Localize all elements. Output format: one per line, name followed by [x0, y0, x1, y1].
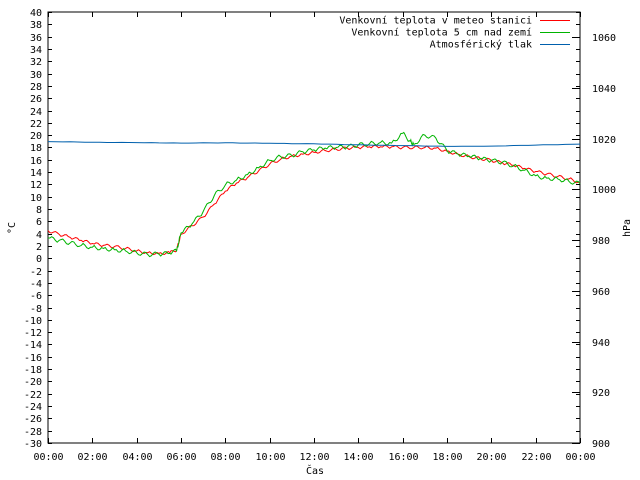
- y-tick-label: 20: [30, 131, 42, 142]
- y2-tick-label: 900: [592, 439, 610, 450]
- plot-area: [47, 11, 581, 444]
- x-tick-label: 18:00: [432, 452, 462, 463]
- x-axis-label: Čas: [306, 464, 324, 477]
- x-tick-label: 04:00: [122, 452, 152, 463]
- y-tick-label: -16: [24, 353, 42, 364]
- y-tick-label: 8: [36, 205, 42, 216]
- x-tick-label: 02:00: [77, 452, 107, 463]
- x-tick-label: 20:00: [476, 452, 506, 463]
- x-tick-label: 00:00: [33, 452, 63, 463]
- y-tick-label: 10: [30, 193, 42, 204]
- y-tick-label: -6: [30, 291, 42, 302]
- y-tick-label: 4: [36, 230, 42, 241]
- y-tick-label: -4: [30, 279, 42, 290]
- y2-tick-label: 1040: [592, 84, 616, 95]
- y-tick-label: -24: [24, 402, 42, 413]
- y-tick-label: -26: [24, 414, 42, 425]
- y-tick-label: 26: [30, 94, 42, 105]
- x-tick-label: 06:00: [166, 452, 196, 463]
- y-tick-label: 34: [30, 45, 42, 56]
- y-tick-label: 28: [30, 82, 42, 93]
- y2-tick-label: 1060: [592, 33, 616, 44]
- x-tick-label: 10:00: [255, 452, 285, 463]
- legend-label-3: Atmosférický tlak: [430, 39, 532, 51]
- y-tick-label: -12: [24, 328, 42, 339]
- x-tick-label: 12:00: [299, 452, 329, 463]
- y2-tick-label: 960: [592, 287, 610, 298]
- y-tick-label: -22: [24, 390, 42, 401]
- axis-ticks: [48, 12, 581, 444]
- y-tick-label: 40: [30, 8, 42, 19]
- y-tick-label: 14: [30, 168, 42, 179]
- tick-labels: -30-28-26-24-22-20-18-16-14-12-10-8-6-4-…: [24, 8, 616, 463]
- x-tick-label: 08:00: [210, 452, 240, 463]
- y-tick-label: 16: [30, 156, 42, 167]
- y-tick-label: -18: [24, 365, 42, 376]
- y-tick-label: 0: [36, 254, 42, 265]
- series-lines: [47, 131, 581, 258]
- x-tick-label: 14:00: [343, 452, 373, 463]
- y-tick-label: 24: [30, 107, 42, 118]
- plot-border: [47, 11, 581, 444]
- x-tick-label: 16:00: [388, 452, 418, 463]
- y-tick-label: 36: [30, 33, 42, 44]
- y-tick-label: -30: [24, 439, 42, 450]
- legend: Venkovní teplota v meteo staniciVenkovní…: [339, 15, 570, 51]
- y-tick-label: -28: [24, 427, 42, 438]
- y-axis-label: °C: [7, 222, 18, 234]
- y-tick-label: 30: [30, 70, 42, 81]
- series-line-2: [48, 131, 581, 258]
- legend-label-2: Venkovní teplota 5 cm nad zemí: [351, 27, 532, 39]
- y-tick-label: -2: [30, 267, 42, 278]
- series-line-3: [47, 141, 581, 147]
- y2-tick-label: 940: [592, 338, 610, 349]
- y-tick-label: 12: [30, 180, 42, 191]
- legend-label-1: Venkovní teplota v meteo stanici: [339, 15, 532, 27]
- y-tick-label: 2: [36, 242, 42, 253]
- y-tick-label: 18: [30, 143, 42, 154]
- y2-tick-label: 1020: [592, 135, 616, 146]
- y-tick-label: 32: [30, 57, 42, 68]
- y-tick-label: 22: [30, 119, 42, 130]
- y-tick-label: -8: [30, 304, 42, 315]
- y-tick-label: -14: [24, 340, 42, 351]
- y2-axis-label: hPa: [622, 219, 633, 237]
- y-tick-label: -10: [24, 316, 42, 327]
- y2-tick-label: 980: [592, 236, 610, 247]
- y-tick-label: 38: [30, 20, 42, 31]
- y2-tick-label: 1000: [592, 185, 616, 196]
- x-tick-label: 22:00: [521, 452, 551, 463]
- series-line-1: [47, 144, 581, 256]
- y-tick-label: 6: [36, 217, 42, 228]
- y2-tick-label: 920: [592, 388, 610, 399]
- x-tick-label: 00:00: [565, 452, 595, 463]
- y-tick-label: -20: [24, 377, 42, 388]
